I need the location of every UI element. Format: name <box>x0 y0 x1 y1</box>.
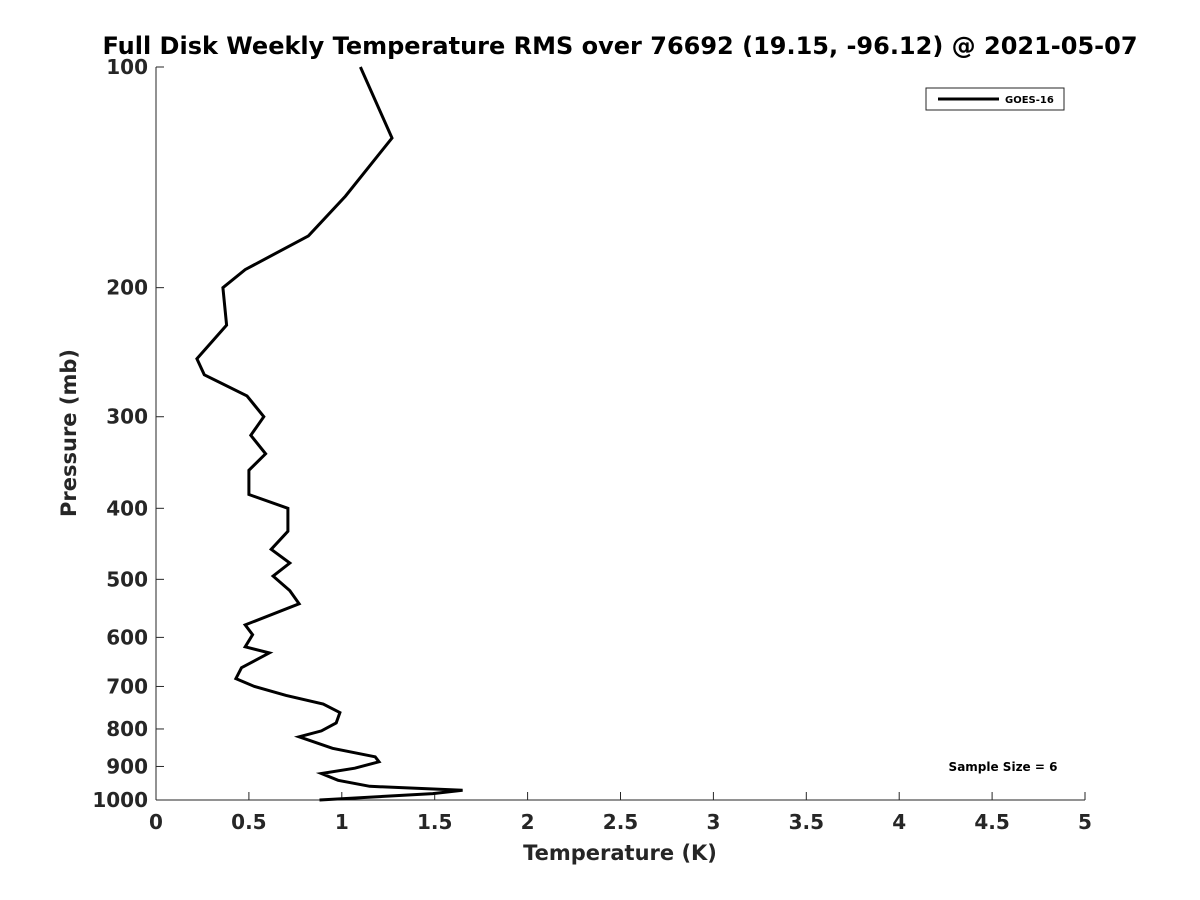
x-tick-label: 4 <box>892 810 906 834</box>
y-tick-label: 900 <box>106 754 148 778</box>
y-tick-label: 500 <box>106 567 148 591</box>
x-tick-label: 1 <box>335 810 349 834</box>
y-tick-label: 400 <box>106 496 148 520</box>
y-tick-label: 700 <box>106 674 148 698</box>
y-tick-label: 100 <box>106 55 148 79</box>
x-tick-label: 2.5 <box>603 810 638 834</box>
x-tick-label: 3.5 <box>789 810 824 834</box>
x-axis-label: Temperature (K) <box>523 841 717 865</box>
legend: GOES-16 <box>925 87 1065 111</box>
legend-label: GOES-16 <box>1005 95 1054 106</box>
x-tick-label: 1.5 <box>417 810 452 834</box>
y-tick-label: 1000 <box>92 788 148 812</box>
y-tick-label: 200 <box>106 276 148 300</box>
sample-size-annotation: Sample Size = 6 <box>949 760 1058 774</box>
series-layer <box>195 66 463 802</box>
x-tick-label: 5 <box>1078 810 1092 834</box>
y-tick-label: 600 <box>106 625 148 649</box>
y-tick-label: 300 <box>106 405 148 429</box>
x-ticks: 0 0.5 1 1.5 2 2.5 3 3.5 4 4.5 5 <box>149 792 1092 834</box>
x-tick-label: 4.5 <box>974 810 1009 834</box>
chart-title: Full Disk Weekly Temperature RMS over 76… <box>102 32 1137 60</box>
y-ticks: 100 200 300 400 500 600 700 800 900 1000 <box>92 55 164 812</box>
x-tick-label: 0 <box>149 810 163 834</box>
x-tick-label: 3 <box>706 810 720 834</box>
series-line-goes-16 <box>195 66 463 802</box>
x-tick-label: 2 <box>521 810 535 834</box>
y-tick-label: 800 <box>106 717 148 741</box>
x-tick-label: 0.5 <box>231 810 266 834</box>
y-axis-label: Pressure (mb) <box>57 349 81 517</box>
